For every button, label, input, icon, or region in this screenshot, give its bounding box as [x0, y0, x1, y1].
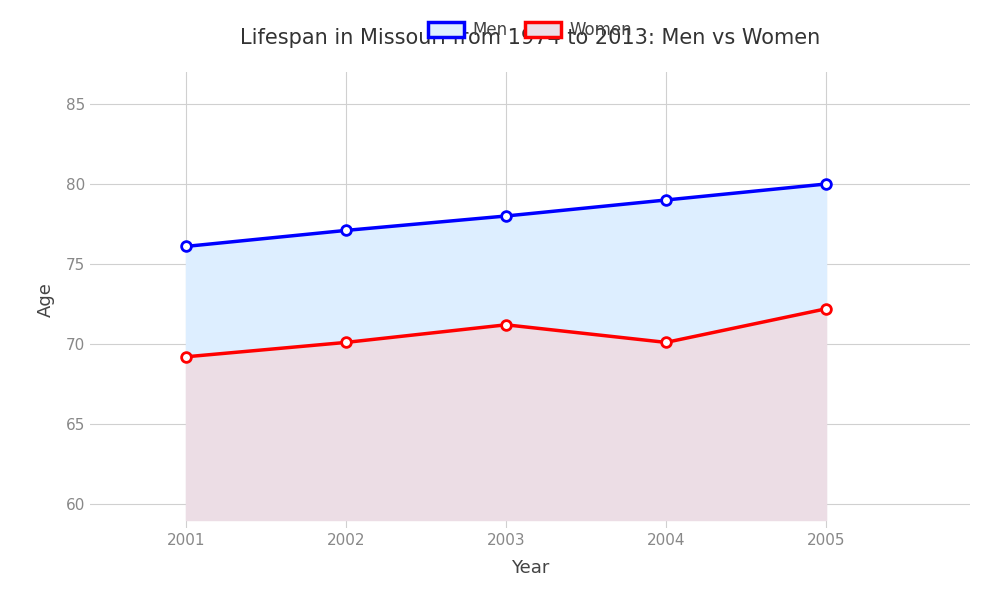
X-axis label: Year: Year — [511, 559, 549, 577]
Title: Lifespan in Missouri from 1974 to 2013: Men vs Women: Lifespan in Missouri from 1974 to 2013: … — [240, 28, 820, 48]
Y-axis label: Age: Age — [37, 283, 55, 317]
Legend: Men, Women: Men, Women — [428, 21, 632, 39]
